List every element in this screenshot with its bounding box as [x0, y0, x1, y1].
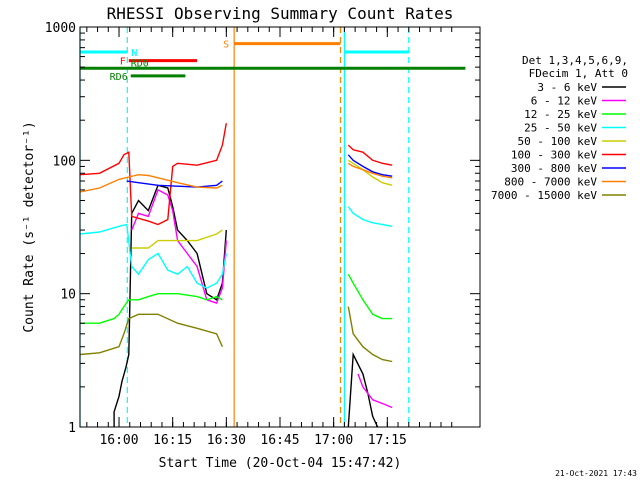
legend-label-1: 6 - 12 keV: [531, 95, 598, 108]
legend-label-7: 800 - 7000 keV: [504, 176, 597, 189]
y-axis-label: Count Rate (s⁻¹ detector⁻¹): [22, 121, 37, 332]
series-line-3-segment-0: [79, 223, 227, 289]
series-line-0-segment-1: [347, 351, 379, 428]
x-tick-label-5: 17:15: [368, 433, 407, 448]
x-axis-label: Start Time (20-Oct-04 15:47:42): [159, 456, 402, 471]
series-line-4-segment-1: [347, 159, 393, 186]
series-line-2-segment-0: [80, 293, 223, 324]
series-line-8-segment-1: [347, 306, 393, 363]
legend-header-line-0: Det 1,3,4,5,6,9,: [522, 54, 628, 67]
annotation-label-n: N: [131, 48, 137, 59]
annotation-label-s: S: [223, 40, 229, 51]
y-tick-label-1: 10: [60, 288, 76, 303]
x-tick-label-4: 17:00: [314, 433, 353, 448]
series-line-8-segment-0: [79, 313, 224, 356]
y-tick-label-0: 1: [68, 421, 76, 436]
x-tick-label-1: 16:15: [153, 433, 192, 448]
x-tick-label-2: 16:30: [207, 433, 246, 448]
legend-label-8: 7000 - 15000 keV: [491, 189, 597, 202]
series-line-5-segment-0: [79, 123, 227, 226]
series-line-6-segment-0: [126, 180, 223, 188]
series-line-2-segment-1: [347, 273, 393, 320]
legend-label-0: 3 - 6 keV: [537, 81, 597, 94]
series-line-1-segment-1: [357, 373, 393, 409]
series-line-7-segment-1: [347, 162, 393, 179]
legend-label-5: 100 - 300 keV: [511, 149, 597, 162]
annotation-label-rd6: RD6: [110, 72, 128, 83]
series-line-6-segment-1: [347, 154, 393, 177]
annotation-label-f: F: [120, 57, 126, 68]
legend-label-6: 300 - 800 keV: [511, 162, 597, 175]
axes: 1 10 100 1000 16:00 16:15 16:30 16:45 17:00 17:15: [45, 21, 480, 448]
series-line-4-segment-0: [131, 229, 223, 249]
chart-title: RHESSI Observing Summary Count Rates: [107, 4, 454, 23]
y-tick-label-2: 100: [53, 154, 76, 169]
legend: Det 1,3,4,5,6,9,FDecim 1, Att 03 - 6 keV…: [491, 54, 628, 202]
legend-header-line-1: FDecim 1, Att 0: [529, 67, 628, 80]
series-line-5-segment-1: [347, 144, 393, 166]
series-line-7-segment-0: [79, 173, 223, 193]
legend-label-4: 50 - 100 keV: [518, 135, 598, 148]
legend-label-3: 25 - 50 keV: [524, 122, 597, 135]
x-tick-label-3: 16:45: [260, 433, 299, 448]
legend-label-2: 12 - 25 keV: [524, 108, 597, 121]
y-tick-label-3: 1000: [45, 21, 76, 36]
footer-date: 21-Oct-2021 17:43: [555, 469, 637, 478]
x-tick-label-0: 16:00: [99, 433, 138, 448]
annotation-label-rd0: RD0: [131, 58, 149, 69]
series-line-3-segment-1: [347, 206, 393, 227]
